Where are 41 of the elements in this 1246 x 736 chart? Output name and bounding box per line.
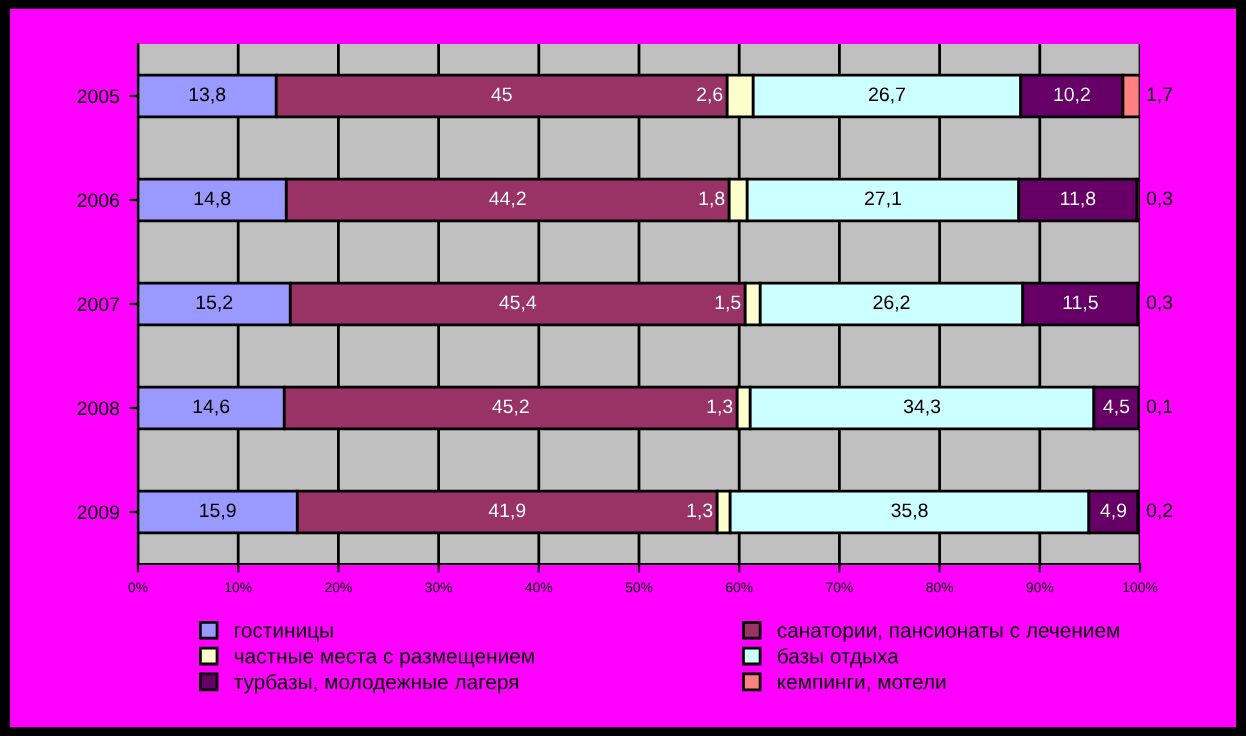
data-label: 11,8 [1061,191,1096,208]
legend-label: гостиницы [235,626,333,642]
data-label: 1,3 [687,503,713,520]
y-tick-label: 2008 [77,401,120,416]
legend-label: кемпинги, мотели [778,677,946,692]
data-label: 1,3 [707,399,733,416]
data-label: 13,8 [189,87,226,104]
data-label: 0,3 [1146,295,1173,312]
data-label: 0,3 [1146,191,1173,208]
legend-label: частные места с размещением [234,652,534,668]
data-label: 27,1 [865,191,901,208]
data-label: 45,4 [499,295,537,312]
data-label: 11,5 [1063,295,1098,312]
data-label: 45 [491,87,512,102]
data-label: 0,1 [1146,399,1173,416]
data-label: 34,3 [903,399,941,416]
legend-label: турбазы, молодежные лагеря [234,673,519,694]
y-tick-label: 2007 [77,297,119,312]
data-label: 44,2 [489,191,526,208]
data-label: 45,2 [492,399,529,416]
legend-label: санатории, пансионаты с лечением [777,626,1119,642]
data-label: 41,9 [488,503,526,520]
data-label: 15,2 [196,295,233,312]
y-tick-label: 2005 [77,89,120,104]
data-label: 15,9 [200,503,236,520]
data-label: 14,8 [194,191,231,208]
data-label: 4,9 [1100,503,1127,520]
y-tick-label: 2009 [77,505,120,520]
data-label: 2,6 [697,87,723,104]
data-label: 1,7 [1147,87,1173,104]
y-tick-label: 2006 [77,193,120,208]
data-label: 1,8 [699,191,725,208]
data-label: 26,7 [869,87,905,104]
data-label: 35,8 [891,503,928,520]
data-label: 4,5 [1103,399,1130,416]
data-label: 1,5 [715,295,741,312]
legend-label: базы отдыха [777,647,899,668]
data-label: 14,6 [193,399,230,416]
data-label: 0,2 [1146,503,1173,520]
data-label: 10,2 [1054,87,1090,104]
data-label: 26,2 [873,295,910,312]
